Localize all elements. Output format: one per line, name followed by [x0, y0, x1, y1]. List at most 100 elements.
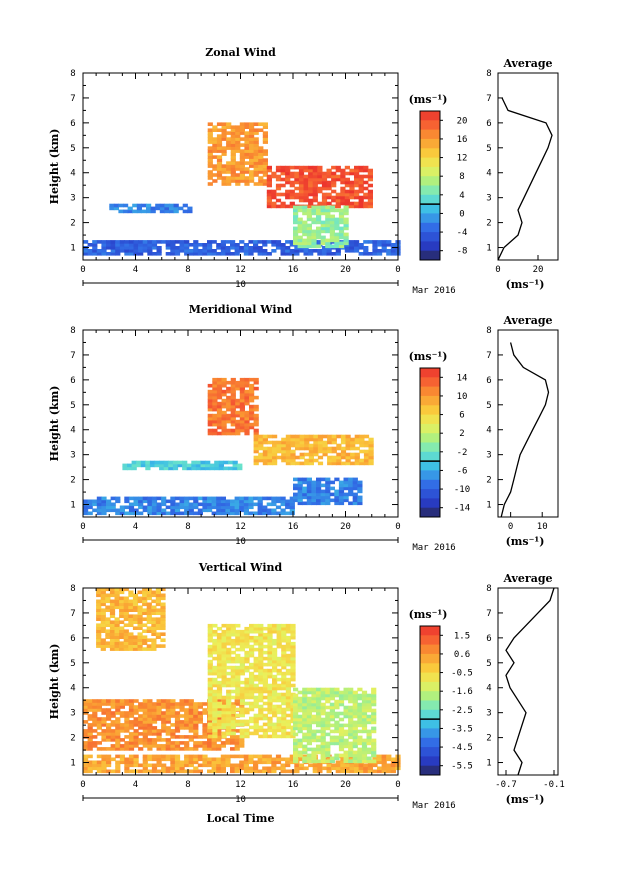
meridional-cell [363, 443, 370, 448]
vertical-cell [221, 653, 227, 658]
zonal-cell [343, 241, 349, 246]
vertical-cell [267, 638, 273, 643]
vertical-cell [174, 757, 181, 762]
zonal-cell [212, 128, 218, 132]
colorbar-frame [419, 110, 441, 261]
vertical-cell [239, 632, 245, 637]
vertical-cell [311, 753, 317, 758]
vertical-cell [137, 644, 143, 648]
vertical-cell [110, 744, 116, 748]
vertical-cell [285, 757, 291, 762]
meridional-cell [280, 508, 286, 513]
meridional-cell [235, 413, 241, 418]
vertical-cell [272, 713, 278, 718]
meridional-ylabel: Height (km) [48, 386, 61, 462]
zonal-cell [354, 177, 360, 182]
vertical-cell [123, 623, 129, 627]
meridional-cell [212, 428, 218, 433]
zonal-cell [297, 238, 303, 243]
vertical-cell [156, 763, 162, 768]
zonal-cell [127, 206, 133, 211]
vertical-cell [230, 683, 236, 688]
zonal-cell [271, 192, 277, 197]
vertical-cell [110, 711, 116, 715]
meridional-cell [212, 413, 218, 418]
zonal-cell [164, 206, 170, 211]
meridional-cell [262, 437, 268, 442]
vertical-cell [119, 635, 125, 639]
vertical-cell [147, 754, 153, 759]
vertical-cell [142, 608, 148, 612]
meridional-cell [258, 452, 264, 457]
zonal-cell [155, 206, 161, 211]
zonal-cell [150, 206, 156, 211]
zonal-cell [262, 131, 268, 135]
vertical-cell [216, 626, 223, 631]
vertical-cell [83, 744, 89, 748]
zonal-cell [179, 246, 185, 250]
meridional-cell [218, 460, 224, 465]
meridional-cell [327, 449, 333, 454]
vertical-cell [142, 596, 148, 601]
vertical-cell [239, 710, 245, 715]
vertical-cell [128, 702, 135, 706]
vertical-cell [366, 759, 372, 764]
vertical-cell [119, 723, 125, 727]
vertical-cell [302, 699, 308, 704]
zonal-cell [298, 180, 305, 185]
meridional-cell [336, 446, 342, 451]
vertical-cell [361, 723, 368, 728]
vertical-cell [230, 725, 236, 730]
y-tick-label: 6 [70, 376, 75, 386]
vertical-ylabel: Height (km) [48, 644, 61, 720]
vertical-cell [306, 699, 312, 704]
vertical-cell [311, 705, 317, 710]
colorbar-band [420, 377, 440, 388]
vertical-cell [109, 608, 116, 612]
vertical-cell [271, 757, 277, 762]
zonal-cell [266, 183, 272, 188]
vertical-cell [146, 596, 152, 601]
vertical-cell [128, 757, 135, 762]
zonal-cell [165, 240, 171, 244]
zonal-cell [302, 208, 308, 213]
vertical-cell [128, 732, 135, 736]
zonal-cell [271, 240, 277, 244]
meridional-cell [212, 419, 218, 424]
meridional-cell [354, 446, 360, 451]
meridional-cell [239, 425, 245, 430]
meridional-cell [334, 498, 340, 503]
vertical-cell [124, 744, 130, 748]
zonal-cell [235, 134, 241, 138]
vertical-cell [235, 713, 241, 718]
avg-x-tick-label: 0 [495, 265, 500, 275]
zonal-cell [216, 137, 223, 141]
meridional-cell [115, 496, 121, 501]
zonal-cell [173, 203, 179, 208]
zonal-cell [275, 174, 282, 179]
meridional-cell [191, 463, 197, 468]
colorbar-band [420, 709, 440, 720]
vertical-cell [275, 766, 282, 771]
vertical-cell [311, 699, 317, 704]
vertical-cell [320, 726, 326, 731]
meridional-cell [235, 380, 241, 385]
zonal-cell [110, 246, 116, 250]
meridional-cell [230, 395, 236, 400]
zonal-cell [349, 171, 355, 176]
vertical-cell [235, 722, 241, 727]
vertical-cell [325, 696, 331, 701]
vertical-cell [335, 766, 341, 771]
vertical-cell [249, 671, 255, 676]
zonal-avg-frame [497, 72, 559, 261]
avg-x-tick-label: 0 [508, 522, 513, 532]
vertical-cell [87, 732, 93, 736]
zonal-cell [96, 252, 102, 256]
vertical-cell [128, 726, 135, 730]
vertical-cell [335, 763, 341, 768]
zonal-cell [308, 192, 314, 197]
meridional-cell [110, 496, 116, 501]
meridional-cell [177, 460, 183, 465]
vertical-cell [253, 704, 259, 709]
zonal-cell [258, 158, 264, 162]
